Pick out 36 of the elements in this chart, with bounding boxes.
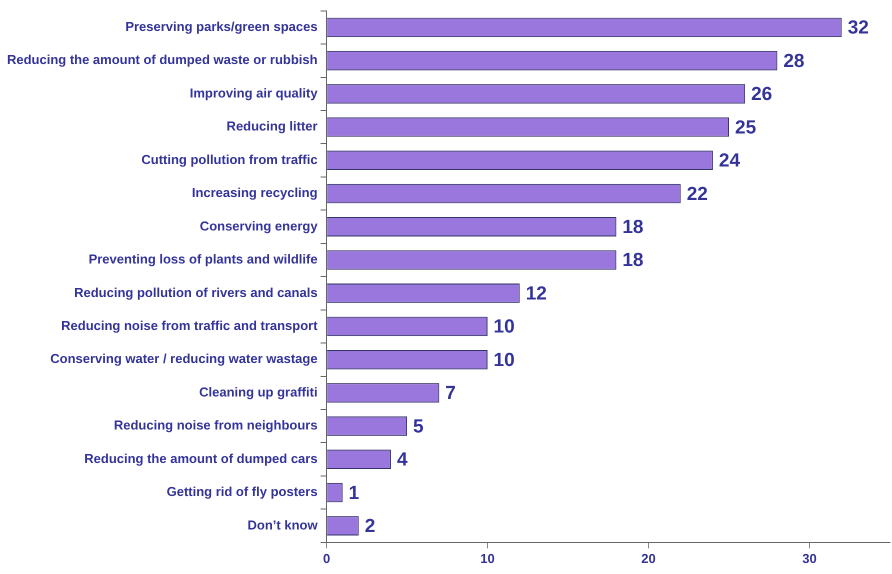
data-label: 28 bbox=[783, 50, 804, 72]
y-tick-label: Preserving parks/green spaces bbox=[125, 18, 318, 34]
data-label: 10 bbox=[494, 350, 515, 371]
data-label: 10 bbox=[494, 316, 515, 338]
y-tick-label: Conserving energy bbox=[200, 218, 318, 234]
x-tick-label: 20 bbox=[641, 550, 656, 566]
data-label: 7 bbox=[445, 383, 456, 404]
y-tick-label: Cutting pollution from traffic bbox=[141, 152, 318, 167]
data-label: 4 bbox=[396, 450, 408, 471]
data-label: 25 bbox=[735, 117, 757, 138]
data-label: 24 bbox=[718, 150, 740, 172]
y-tick-label: Conserving water / reducing water wastage bbox=[50, 351, 318, 366]
y-tick-label: Preventing loss of plants and wildlife bbox=[88, 252, 318, 267]
y-tick-label: Reducing noise from traffic and transport bbox=[61, 318, 318, 334]
data-label: 2 bbox=[364, 516, 376, 538]
y-tick-label: Don’t know bbox=[248, 517, 318, 532]
data-label: 22 bbox=[686, 184, 708, 205]
data-label: 1 bbox=[348, 482, 360, 504]
data-label: 5 bbox=[413, 416, 424, 438]
y-tick-label: Improving air quality bbox=[190, 85, 318, 100]
y-tick-label: Reducing pollution of rivers and canals bbox=[74, 284, 318, 300]
data-label: 32 bbox=[848, 18, 869, 39]
y-tick-label: Reducing the amount of dumped cars bbox=[84, 450, 318, 466]
y-tick-label: Reducing noise from neighbours bbox=[114, 418, 318, 433]
y-tick-label: Cleaning up graffiti bbox=[199, 384, 318, 400]
x-tick-label: 30 bbox=[802, 550, 817, 566]
data-label: 26 bbox=[751, 84, 772, 106]
y-tick-label: Reducing the amount of dumped waste or rubbish bbox=[6, 52, 318, 68]
data-label: 12 bbox=[526, 283, 547, 304]
data-label: 18 bbox=[622, 216, 644, 238]
y-tick-label: Getting rid of fly posters bbox=[166, 484, 318, 500]
x-tick-label: 0 bbox=[322, 550, 330, 566]
y-tick-label: Reducing litter bbox=[226, 118, 318, 134]
y-tick-label: Increasing recycling bbox=[192, 185, 318, 200]
data-label: 18 bbox=[622, 250, 644, 272]
x-tick-label: 10 bbox=[480, 550, 495, 566]
